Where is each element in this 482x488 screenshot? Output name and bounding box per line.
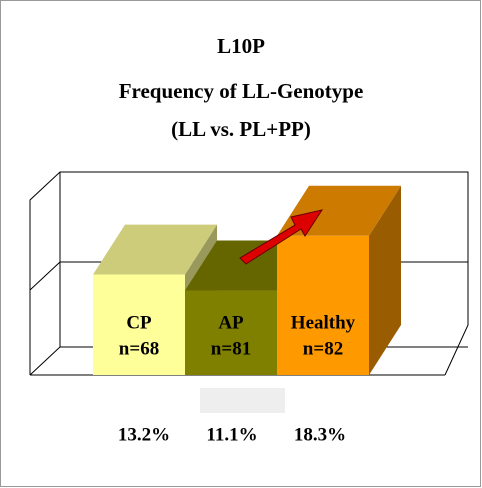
bar-top: [93, 224, 217, 275]
blank-box: [200, 388, 285, 413]
category-label: AP: [218, 312, 244, 333]
value-label: 11.1%: [206, 424, 257, 445]
bar: [277, 235, 369, 375]
bar: [185, 290, 277, 375]
arrow: [239, 209, 324, 265]
value-label: 13.2%: [118, 424, 170, 445]
chart-title: (LL vs. PL+PP): [171, 117, 311, 141]
value-label: 18.3%: [294, 424, 346, 445]
bar: [93, 274, 185, 375]
category-label: Healthy: [291, 312, 356, 333]
sample-size-label: n=68: [119, 338, 159, 359]
category-label: CP: [126, 312, 152, 333]
sample-size-label: n=82: [303, 338, 343, 359]
sample-size-label: n=81: [211, 338, 251, 359]
bar-side: [369, 185, 401, 375]
chart-title: Frequency of LL-Genotype: [119, 79, 364, 103]
chart-title: L10P: [217, 34, 265, 58]
